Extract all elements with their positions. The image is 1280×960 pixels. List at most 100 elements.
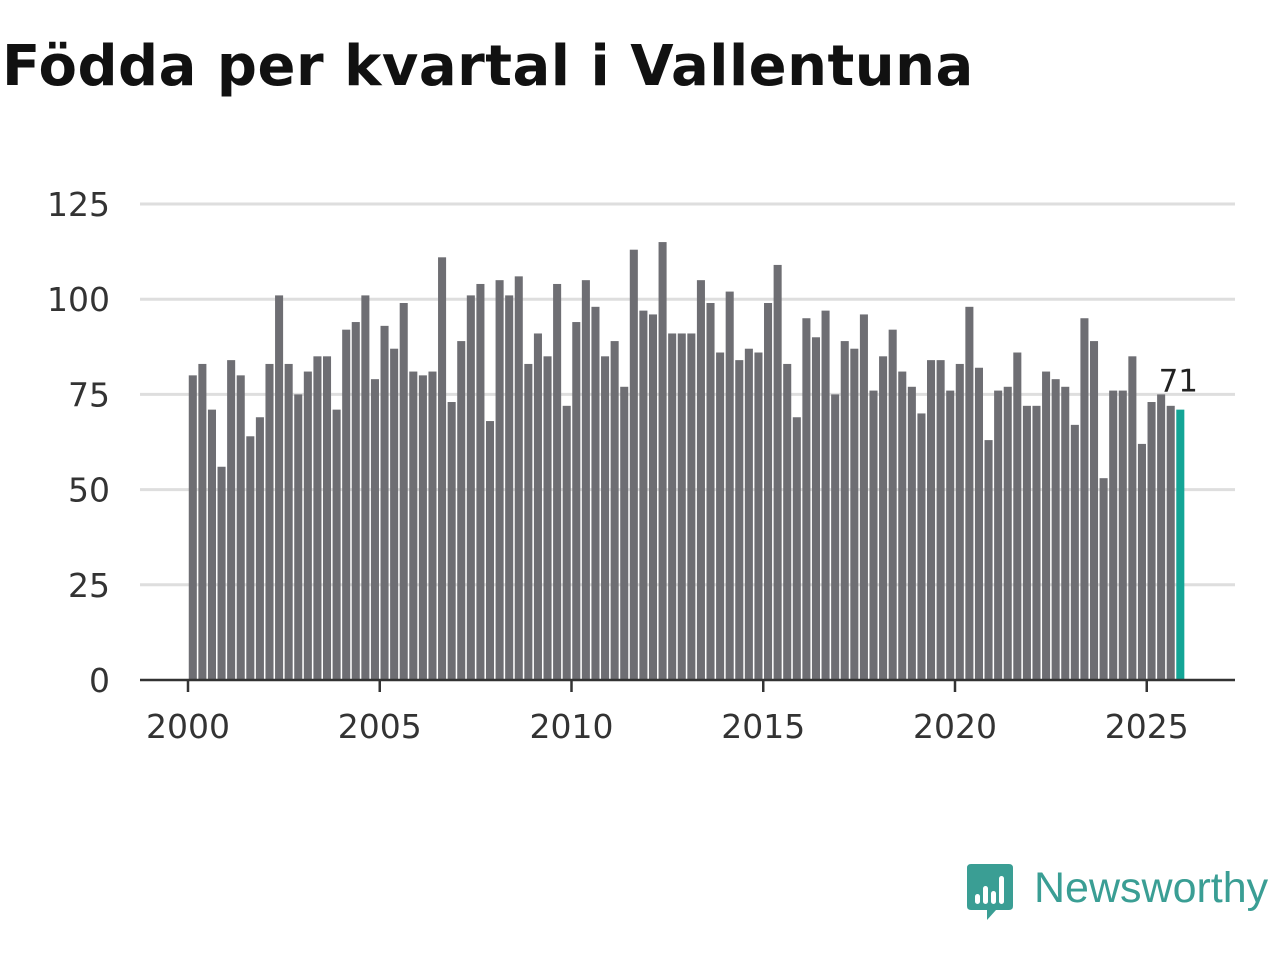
bar-17	[351, 322, 360, 680]
bar-93	[1080, 318, 1089, 680]
bar-16	[342, 329, 351, 680]
y-tick-label-50: 50	[68, 471, 110, 510]
bar-7	[255, 417, 264, 680]
bar-90	[1051, 379, 1060, 680]
bar-59	[754, 352, 763, 680]
bar-21	[390, 348, 399, 680]
bar-6	[246, 436, 255, 680]
bar-66	[821, 310, 830, 680]
bar-24	[418, 375, 427, 680]
bar-15	[332, 409, 341, 680]
x-tick-label-2025: 2025	[1105, 707, 1189, 746]
bar-72	[879, 356, 888, 680]
bar-71	[869, 390, 878, 680]
bar-97	[1118, 390, 1127, 680]
bar-37	[543, 356, 552, 680]
bar-13	[313, 356, 322, 680]
bar-4	[227, 360, 236, 680]
bar-5	[236, 375, 245, 680]
bar-74	[898, 371, 907, 680]
bar-92	[1070, 424, 1079, 680]
bar-40	[572, 322, 581, 680]
bar-65	[811, 337, 821, 680]
y-tick-label-125: 125	[47, 185, 110, 224]
bar-88	[1032, 405, 1041, 680]
bar-73	[888, 329, 897, 680]
bar-34	[514, 276, 523, 680]
x-tick-label-2000: 2000	[146, 707, 230, 746]
bar-42	[591, 306, 600, 680]
bar-47	[639, 310, 648, 680]
bar-48	[648, 314, 658, 680]
bar-103	[1176, 409, 1185, 680]
bar-45	[620, 386, 629, 680]
bar-20	[380, 325, 389, 680]
bar-99	[1137, 443, 1146, 680]
bar-79	[946, 390, 955, 680]
bar-23	[409, 371, 418, 680]
bar-41	[581, 280, 590, 680]
bar-26	[438, 257, 447, 680]
x-tick-label-2005: 2005	[338, 707, 422, 746]
bar-67	[831, 394, 840, 680]
bar-86	[1013, 352, 1022, 680]
bar-83	[984, 440, 993, 680]
bar-chart-speech-bubble-icon	[967, 864, 1013, 920]
bar-44	[610, 341, 619, 680]
bar-8	[265, 363, 274, 680]
y-tick-label-0: 0	[89, 661, 110, 700]
bar-54	[706, 303, 715, 680]
y-tick-label-100: 100	[47, 280, 110, 319]
bar-36	[533, 333, 542, 680]
bar-81	[965, 306, 974, 680]
bar-70	[859, 314, 868, 680]
bar-57	[735, 360, 744, 680]
bar-96	[1109, 390, 1118, 680]
last-value-label: 71	[1159, 364, 1198, 400]
bar-19	[370, 379, 379, 680]
bar-38	[553, 283, 562, 680]
bar-87	[1022, 405, 1031, 680]
bar-3	[217, 466, 226, 680]
bar-1	[198, 363, 207, 680]
bar-27	[447, 402, 456, 680]
bar-50	[668, 333, 677, 680]
bar-68	[840, 341, 849, 680]
bar-60	[764, 303, 773, 680]
bar-39	[562, 405, 571, 680]
bar-84	[994, 390, 1003, 680]
x-tick-label-2020: 2020	[913, 707, 997, 746]
bar-100	[1147, 402, 1156, 680]
bar-11	[294, 394, 303, 680]
y-tick-label-75: 75	[68, 375, 110, 414]
bar-43	[601, 356, 610, 680]
bar-78	[936, 360, 945, 680]
axes	[140, 678, 1235, 692]
bar-31	[485, 421, 495, 680]
bar-94	[1089, 341, 1099, 680]
bar-58	[744, 348, 753, 680]
bar-64	[802, 318, 811, 680]
bar-102	[1166, 405, 1175, 680]
brand-name: Newsworthy	[1034, 864, 1269, 912]
bar-22	[399, 303, 408, 680]
bar-46	[629, 249, 638, 681]
bar-95	[1099, 478, 1108, 680]
x-tick-label-2010: 2010	[530, 707, 614, 746]
bar-33	[505, 295, 514, 680]
bar-10	[284, 363, 293, 680]
bar-101	[1157, 394, 1166, 680]
brand-logo[interactable]: Newsworthy	[962, 862, 1278, 932]
bar-55	[716, 352, 725, 680]
bar-9	[275, 295, 284, 680]
bar-49	[658, 242, 667, 680]
tick-labels: 0 25 50 75 100 125 71 2000 2005 2010 2015 2020 2025	[47, 185, 1198, 746]
page-title: Födda per kvartal i Vallentuna	[2, 34, 974, 99]
bar-2	[207, 409, 216, 680]
bar-14	[322, 356, 332, 680]
bar-82	[974, 367, 983, 680]
bar-28	[457, 341, 466, 680]
bar-12	[303, 371, 312, 680]
x-tick-label-2015: 2015	[721, 707, 805, 746]
bar-18	[361, 295, 370, 680]
